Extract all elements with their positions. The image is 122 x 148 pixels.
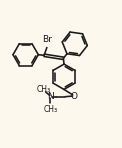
Text: Br: Br: [42, 35, 52, 44]
Text: O: O: [71, 92, 78, 101]
Text: N: N: [47, 92, 54, 101]
Text: CH₃: CH₃: [43, 104, 57, 114]
Text: CH₃: CH₃: [37, 85, 51, 94]
